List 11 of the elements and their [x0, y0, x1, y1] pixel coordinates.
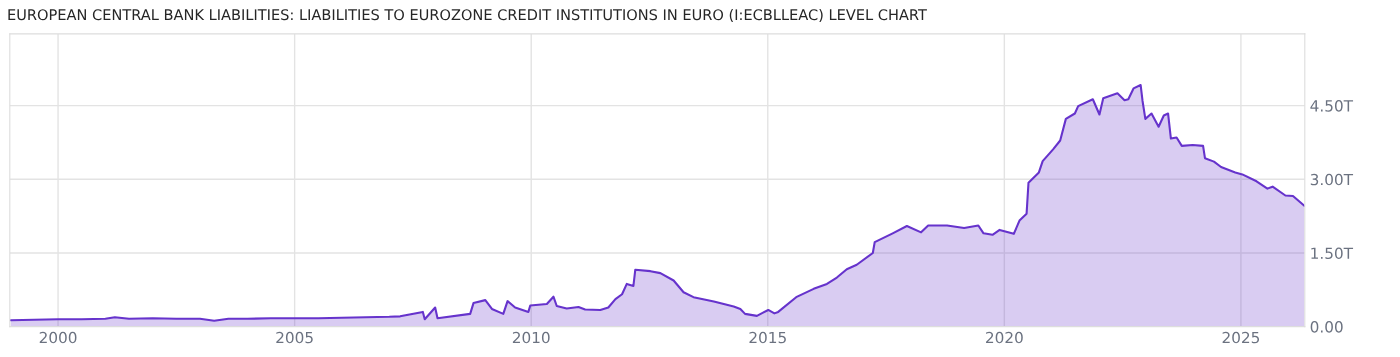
x-tick-label: 2025 — [1222, 331, 1260, 344]
x-tick-label: 2015 — [749, 331, 786, 344]
y-tick-label: 0.00 — [1310, 321, 1343, 333]
x-tick-label: 2010 — [512, 331, 550, 344]
y-tick-label: 1.50T — [1311, 247, 1354, 259]
x-tick-label: 2020 — [986, 331, 1023, 344]
y-tick-label: 4.50T — [1310, 100, 1354, 112]
chart-title: EUROPEAN CENTRAL BANK LIABILITIES: LIABILITIES TO EUROZONE CREDIT INSTITUTIONS IN EURO (I:ECBLLEAC) LEVEL CHART — [8, 8, 927, 22]
y-tick-label: 3.00T — [1310, 173, 1354, 186]
x-tick-label: 2005 — [276, 331, 313, 344]
x-tick-label: 2000 — [39, 331, 77, 344]
